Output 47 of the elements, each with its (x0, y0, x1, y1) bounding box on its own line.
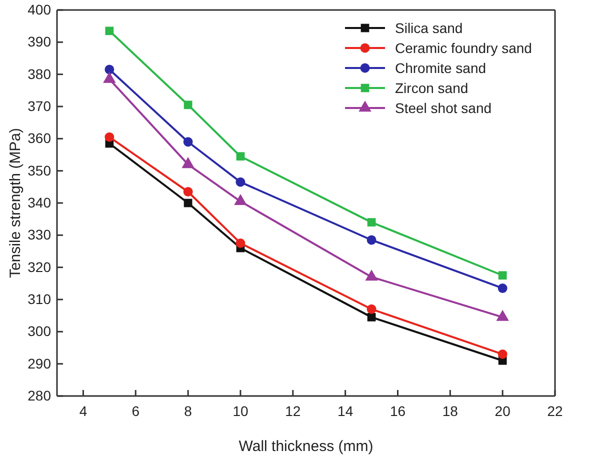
x-axis-title: Wall thickness (mm) (238, 438, 374, 455)
point (105, 26, 114, 36)
point (367, 313, 376, 322)
point (236, 177, 246, 187)
y-tick-label: 380 (28, 66, 52, 82)
point (498, 271, 507, 280)
y-axis-title: Tensile strength (MPa) (7, 128, 24, 278)
y-tick-label: 290 (28, 355, 52, 372)
x-tick-label: 12 (285, 402, 301, 419)
legend-label: Steel shot sand (395, 100, 492, 116)
point (184, 198, 192, 208)
y-tick-label: 400 (28, 1, 52, 18)
point (183, 137, 193, 147)
y-tick-label: 330 (28, 226, 52, 243)
legend-label: Zircon sand (395, 80, 468, 96)
x-tick-label: 4 (79, 402, 88, 419)
point (498, 349, 508, 359)
y-tick-label: 350 (28, 162, 52, 178)
x-tick-label: 14 (338, 402, 354, 419)
y-tick-label: 340 (28, 194, 52, 210)
point (184, 100, 192, 110)
y-tick-label: 360 (28, 130, 52, 146)
point (366, 304, 376, 314)
point (183, 187, 193, 196)
point (236, 238, 246, 248)
y-tick-label: 280 (28, 387, 52, 404)
x-tick-label: 8 (184, 402, 192, 419)
x-tick-label: 10 (232, 402, 248, 419)
y-tick-label: 320 (28, 258, 52, 275)
x-tick-label: 18 (442, 402, 458, 419)
point (236, 152, 245, 161)
point (366, 235, 376, 245)
x-tick-label: 22 (547, 402, 563, 419)
x-tick-label: 20 (494, 402, 511, 419)
point (104, 132, 114, 142)
point (498, 284, 508, 293)
legend-label: Chromite sand (395, 60, 486, 76)
point (367, 218, 376, 226)
y-tick-label: 390 (28, 34, 52, 50)
y-tick-label: 300 (28, 323, 52, 340)
y-tick-label: 370 (28, 98, 52, 114)
y-tick-label: 310 (28, 290, 52, 307)
legend-label: Ceramic foundry sand (395, 40, 532, 56)
legend-label: Silica sand (395, 20, 463, 36)
point (104, 64, 114, 74)
x-tick-label: 16 (390, 402, 406, 419)
x-tick-label: 6 (132, 402, 140, 419)
